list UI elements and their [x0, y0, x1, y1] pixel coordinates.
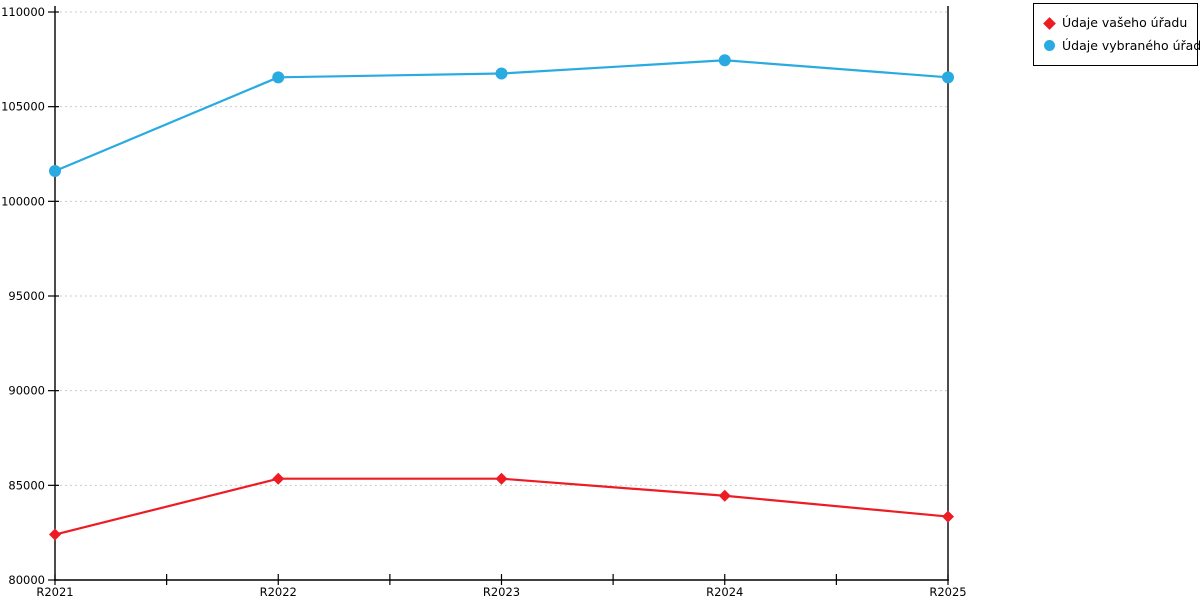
x-tick-label: R2023	[483, 585, 520, 599]
y-tick-label: 85000	[8, 478, 45, 492]
y-tick-label: 80000	[8, 573, 45, 587]
y-tick-label: 90000	[8, 384, 45, 398]
red-diamond-icon	[1043, 16, 1056, 30]
data-point-circle	[718, 54, 731, 67]
series-line-0	[54, 477, 949, 536]
legend-label: Údaje vašeho úřadu	[1062, 15, 1188, 30]
data-point-circle	[942, 71, 954, 84]
x-tick-label: R2022	[260, 585, 297, 599]
y-tick-label: 100000	[1, 194, 45, 208]
data-point-diamond	[272, 472, 285, 485]
data-point-diamond	[495, 472, 508, 485]
data-point-circle	[49, 165, 61, 178]
legend-item-your-office: Údaje vašeho úřadu	[1043, 15, 1197, 30]
legend-label: Údaje vybraného úřadu	[1062, 37, 1200, 53]
data-point-diamond	[49, 528, 61, 541]
data-point-circle	[272, 71, 285, 84]
legend: Údaje vašeho úřadu Údaje vybraného úřadu	[1033, 3, 1200, 66]
y-tick-label: 105000	[1, 100, 45, 114]
blue-circle-icon	[1044, 40, 1055, 52]
x-tick-label: R2025	[929, 585, 966, 599]
legend-item-selected-office: Údaje vybraného úřadu	[1044, 37, 1200, 53]
x-tick-label: R2024	[706, 585, 743, 599]
data-point-circle	[495, 67, 508, 80]
data-point-diamond	[718, 489, 731, 502]
data-point-diamond	[942, 510, 954, 523]
x-tick-label: R2021	[36, 585, 73, 599]
y-tick-label: 95000	[8, 289, 45, 303]
y-tick-label: 110000	[1, 5, 45, 19]
